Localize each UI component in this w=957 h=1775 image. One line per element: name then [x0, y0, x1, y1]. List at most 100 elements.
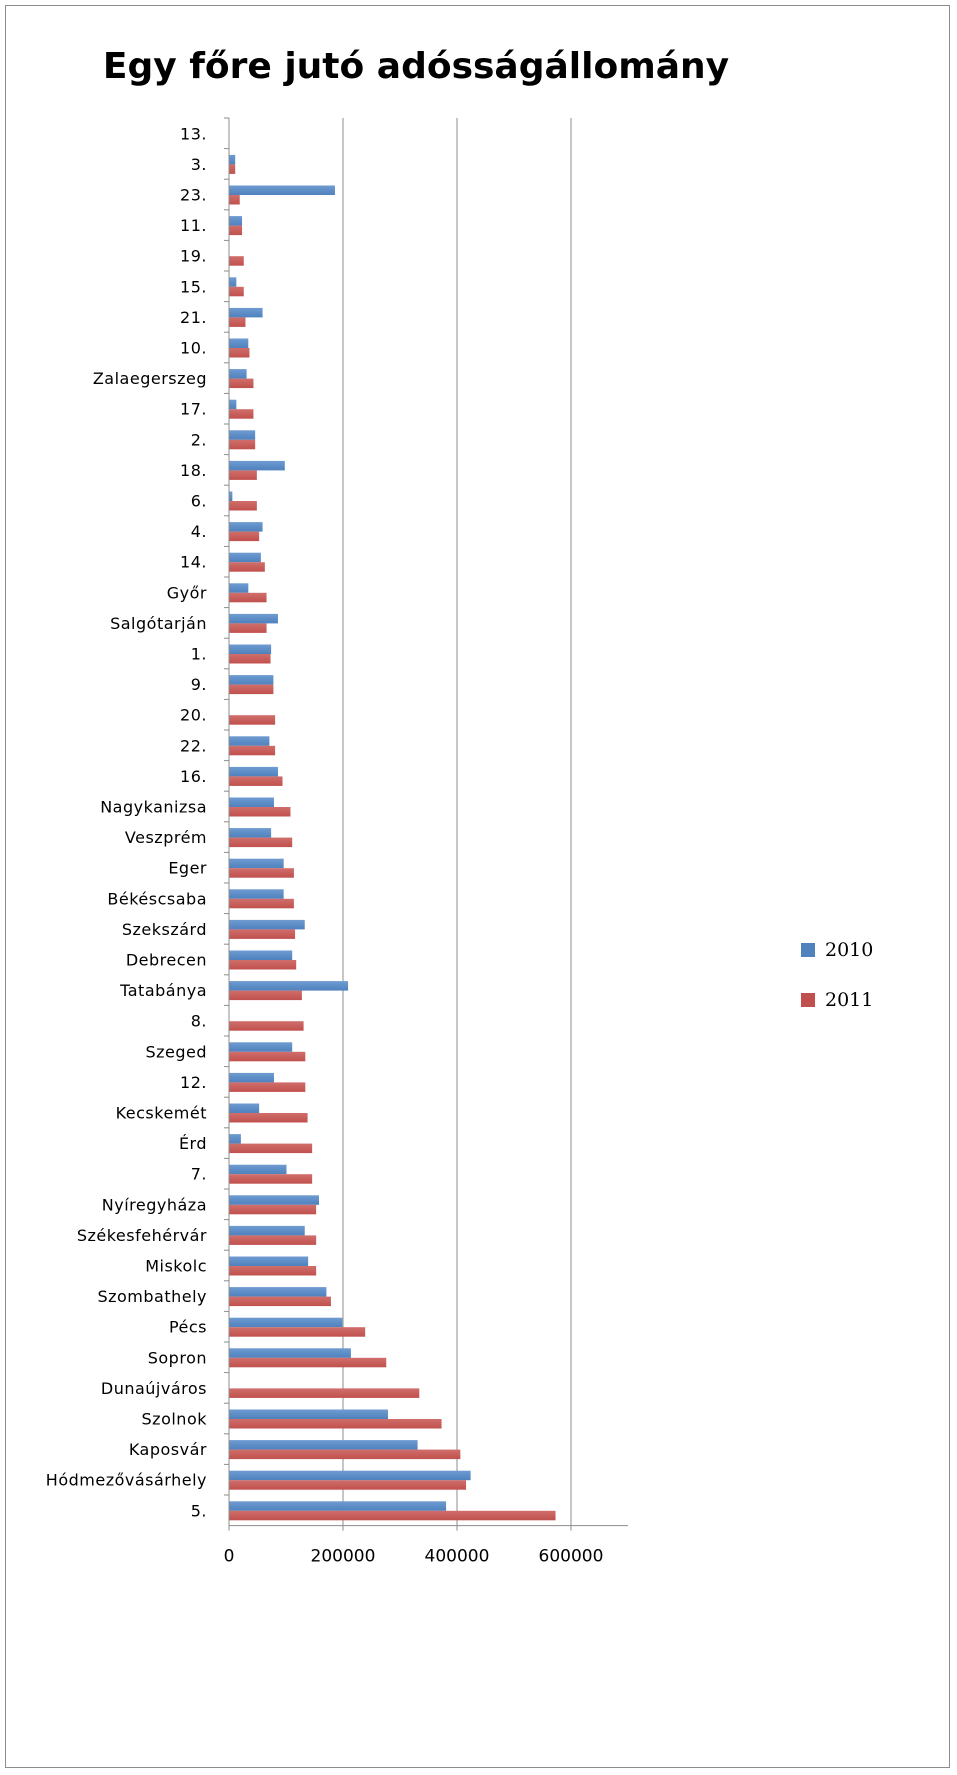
category-label-11: 18.	[180, 461, 207, 480]
bar-2011-42	[229, 1419, 442, 1429]
bar-2010-21	[229, 766, 278, 777]
bar-2011-32	[229, 1113, 308, 1123]
category-label-3: 11.	[180, 216, 207, 235]
bar-2010-9	[229, 399, 237, 410]
category-label-18: 9.	[191, 675, 207, 694]
bar-2011-29	[229, 1021, 304, 1031]
category-label-8: Zalaegerszeg	[93, 369, 207, 388]
bar-2011-39	[229, 1327, 366, 1337]
x-tick-label-2: 400000	[425, 1547, 490, 1567]
category-label-38: Szombathely	[97, 1287, 207, 1306]
bar-2011-12	[229, 501, 257, 511]
category-label-1: 3.	[191, 155, 207, 174]
bar-2011-25	[229, 898, 294, 909]
category-label-12: 6.	[191, 492, 207, 511]
legend-swatch-2011	[801, 993, 815, 1007]
category-label-2: 23.	[180, 186, 207, 205]
bar-2010-40	[229, 1348, 351, 1358]
category-label-41: Dunaújváros	[101, 1379, 207, 1398]
bar-2011-6	[229, 317, 246, 327]
bar-2011-10	[229, 439, 256, 450]
bar-2011-22	[229, 807, 291, 817]
chart-title: Egy főre jutó adósságállomány	[102, 46, 730, 87]
bar-2010-35	[229, 1195, 319, 1205]
bar-2011-5	[229, 286, 244, 297]
bar-2010-36	[229, 1225, 305, 1236]
bar-2010-3	[229, 216, 243, 226]
category-label-36: Székesfehérvár	[77, 1226, 207, 1245]
category-label-45: 5.	[191, 1501, 207, 1520]
bar-2011-30	[229, 1051, 306, 1062]
bar-2011-4	[229, 256, 244, 266]
chart-frame: Egy főre jutó adósságállomány 0 200000 400…	[5, 5, 950, 1768]
category-label-29: 8.	[191, 1012, 207, 1031]
bar-2010-28	[229, 981, 349, 991]
category-label-22: Nagykanizsa	[100, 798, 207, 817]
category-label-28: Tatabánya	[119, 981, 207, 1000]
bar-2010-15	[229, 583, 249, 593]
category-label-32: Kecskemét	[116, 1104, 207, 1123]
bar-2011-35	[229, 1204, 317, 1215]
bar-2010-8	[229, 369, 247, 379]
bar-2010-22	[229, 797, 274, 807]
bar-2011-8	[229, 378, 254, 389]
bar-2011-24	[229, 868, 294, 878]
category-label-39: Pécs	[169, 1318, 207, 1337]
bar-2010-20	[229, 736, 270, 746]
category-label-44: Hódmezővásárhely	[46, 1471, 207, 1490]
category-label-37: Miskolc	[145, 1257, 207, 1276]
bar-2011-2	[229, 195, 240, 205]
bar-2011-19	[229, 715, 276, 725]
category-label-19: 20.	[180, 706, 207, 725]
bar-2011-41	[229, 1388, 420, 1398]
bar-2010-37	[229, 1256, 309, 1266]
bar-2011-34	[229, 1174, 313, 1184]
category-label-4: 19.	[180, 247, 207, 266]
category-label-6: 21.	[180, 308, 207, 327]
category-label-30: Szeged	[145, 1042, 207, 1061]
x-tick-label-1: 200000	[311, 1547, 376, 1567]
bar-2011-36	[229, 1235, 317, 1245]
category-label-13: 4.	[191, 522, 207, 541]
category-label-0: 13.	[180, 124, 207, 143]
bar-2010-32	[229, 1103, 260, 1113]
legend-item-2011: 2011	[801, 986, 873, 1014]
bar-2011-15	[229, 592, 267, 603]
bar-2011-44	[229, 1480, 467, 1490]
legend-item-2010: 2010	[801, 936, 873, 964]
category-label-15: Győr	[167, 583, 207, 602]
bar-2010-24	[229, 858, 284, 869]
bar-2011-13	[229, 531, 260, 542]
category-label-42: Szolnok	[142, 1410, 208, 1429]
bar-2011-9	[229, 409, 254, 419]
bar-2011-31	[229, 1082, 306, 1092]
category-label-33: Érd	[179, 1134, 207, 1153]
bar-2010-1	[229, 154, 236, 165]
bar-2011-18	[229, 684, 274, 695]
x-tick-label-3: 600000	[539, 1547, 604, 1567]
category-label-25: Békéscsaba	[107, 889, 207, 908]
category-label-10: 2.	[191, 430, 207, 449]
bar-2010-45	[229, 1501, 447, 1511]
category-label-17: 1.	[191, 645, 207, 664]
bar-2010-17	[229, 644, 272, 654]
bar-2011-20	[229, 745, 276, 756]
bar-2010-5	[229, 277, 237, 287]
bar-2010-44	[229, 1470, 471, 1481]
bar-2011-11	[229, 470, 257, 480]
bar-2010-42	[229, 1409, 388, 1419]
bar-2010-31	[229, 1072, 274, 1083]
category-label-26: Szekszárd	[122, 920, 207, 939]
bar-2011-17	[229, 654, 271, 664]
chart-legend: 2010 2011	[801, 936, 873, 1036]
x-tick-label-0: 0	[224, 1547, 235, 1567]
bar-2011-14	[229, 562, 265, 572]
bar-2011-26	[229, 929, 296, 939]
bar-2010-14	[229, 552, 261, 563]
category-label-24: Eger	[168, 859, 207, 878]
bar-2010-12	[229, 491, 233, 501]
bar-2011-43	[229, 1449, 461, 1460]
bar-2010-23	[229, 828, 272, 838]
bar-2011-40	[229, 1357, 387, 1368]
legend-swatch-2010	[801, 943, 815, 957]
